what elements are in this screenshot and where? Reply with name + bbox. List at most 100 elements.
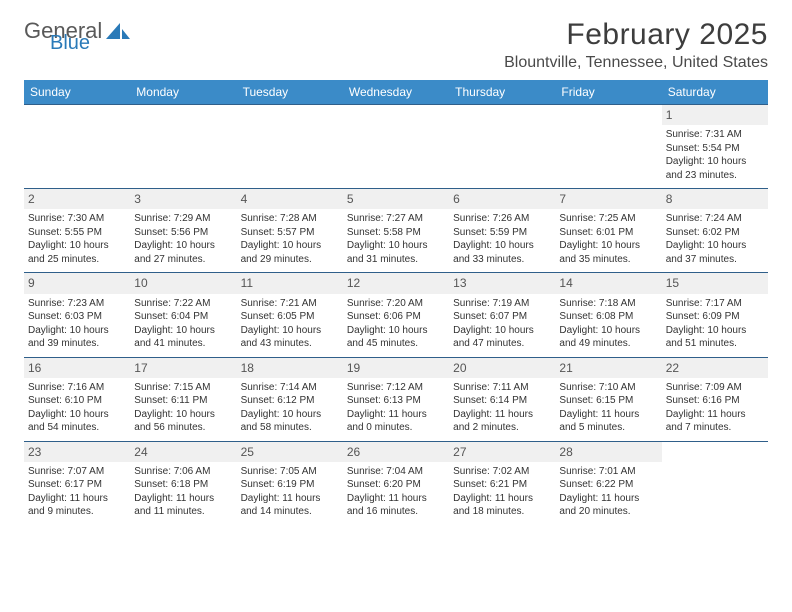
- day-info-line: Sunset: 6:15 PM: [559, 394, 657, 408]
- day-cell: 24Sunrise: 7:06 AMSunset: 6:18 PMDayligh…: [130, 442, 236, 525]
- day-info-line: Sunrise: 7:14 AM: [241, 381, 339, 395]
- day-cell: 2Sunrise: 7:30 AMSunset: 5:55 PMDaylight…: [24, 189, 130, 272]
- day-info-line: Sunset: 6:06 PM: [347, 310, 445, 324]
- day-info-line: Daylight: 10 hours and 23 minutes.: [666, 155, 764, 182]
- day-info-line: Daylight: 10 hours and 33 minutes.: [453, 239, 551, 266]
- empty-cell: [449, 105, 555, 188]
- day-info-line: Daylight: 11 hours and 20 minutes.: [559, 492, 657, 519]
- day-info-line: Sunset: 5:56 PM: [134, 226, 232, 240]
- day-number: 7: [555, 189, 661, 209]
- week-row: 9Sunrise: 7:23 AMSunset: 6:03 PMDaylight…: [24, 272, 768, 356]
- weekday-tuesday: Tuesday: [237, 80, 343, 104]
- day-info-line: Sunrise: 7:19 AM: [453, 297, 551, 311]
- day-number: 8: [662, 189, 768, 209]
- day-number: 23: [24, 442, 130, 462]
- day-number: 13: [449, 273, 555, 293]
- location-text: Blountville, Tennessee, United States: [504, 54, 768, 72]
- day-info-line: Sunset: 6:16 PM: [666, 394, 764, 408]
- logo-sail-icon: [106, 21, 132, 41]
- day-cell: 21Sunrise: 7:10 AMSunset: 6:15 PMDayligh…: [555, 358, 661, 441]
- day-cell: 22Sunrise: 7:09 AMSunset: 6:16 PMDayligh…: [662, 358, 768, 441]
- day-info-line: Daylight: 11 hours and 16 minutes.: [347, 492, 445, 519]
- day-number: 9: [24, 273, 130, 293]
- day-info-line: Sunset: 6:10 PM: [28, 394, 126, 408]
- day-info-line: Daylight: 10 hours and 45 minutes.: [347, 324, 445, 351]
- day-info-line: Sunset: 6:03 PM: [28, 310, 126, 324]
- day-info-line: Sunrise: 7:11 AM: [453, 381, 551, 395]
- day-cell: 3Sunrise: 7:29 AMSunset: 5:56 PMDaylight…: [130, 189, 236, 272]
- day-info-line: Sunset: 6:09 PM: [666, 310, 764, 324]
- logo-word2: Blue: [50, 32, 90, 55]
- day-number: 6: [449, 189, 555, 209]
- day-number: 15: [662, 273, 768, 293]
- day-info-line: Daylight: 11 hours and 9 minutes.: [28, 492, 126, 519]
- day-info-line: Daylight: 10 hours and 43 minutes.: [241, 324, 339, 351]
- month-title: February 2025: [504, 18, 768, 52]
- weekday-monday: Monday: [130, 80, 236, 104]
- day-number: 28: [555, 442, 661, 462]
- day-info-line: Sunrise: 7:06 AM: [134, 465, 232, 479]
- calendar-grid: SundayMondayTuesdayWednesdayThursdayFrid…: [24, 80, 768, 525]
- day-number: 25: [237, 442, 343, 462]
- day-number: 16: [24, 358, 130, 378]
- day-info-line: Sunrise: 7:18 AM: [559, 297, 657, 311]
- day-info-line: Sunrise: 7:12 AM: [347, 381, 445, 395]
- day-info-line: Daylight: 10 hours and 39 minutes.: [28, 324, 126, 351]
- day-info-line: Sunset: 6:12 PM: [241, 394, 339, 408]
- day-cell: 9 Sunrise: 7:23 AMSunset: 6:03 PMDaylight…: [24, 273, 130, 356]
- day-info-line: Sunrise: 7:20 AM: [347, 297, 445, 311]
- day-cell: 18Sunrise: 7:14 AMSunset: 6:12 PMDayligh…: [237, 358, 343, 441]
- day-cell: 27Sunrise: 7:02 AMSunset: 6:21 PMDayligh…: [449, 442, 555, 525]
- day-number: 10: [130, 273, 236, 293]
- day-info-line: Sunrise: 7:05 AM: [241, 465, 339, 479]
- day-cell: 14Sunrise: 7:18 AMSunset: 6:08 PMDayligh…: [555, 273, 661, 356]
- empty-cell: [555, 105, 661, 188]
- weekday-friday: Friday: [555, 80, 661, 104]
- weekday-saturday: Saturday: [662, 80, 768, 104]
- day-number: 2: [24, 189, 130, 209]
- day-cell: 19Sunrise: 7:12 AMSunset: 6:13 PMDayligh…: [343, 358, 449, 441]
- day-info-line: Daylight: 10 hours and 35 minutes.: [559, 239, 657, 266]
- day-cell: 12 Sunrise: 7:20 AMSunset: 6:06 PMDayligh…: [343, 273, 449, 356]
- day-info-line: Sunset: 6:18 PM: [134, 478, 232, 492]
- calendar-page: General Blue February 2025 Blountville, …: [0, 0, 792, 543]
- day-info-line: Daylight: 10 hours and 51 minutes.: [666, 324, 764, 351]
- day-info-line: Sunrise: 7:17 AM: [666, 297, 764, 311]
- day-info-line: Daylight: 10 hours and 49 minutes.: [559, 324, 657, 351]
- day-info-line: Daylight: 10 hours and 54 minutes.: [28, 408, 126, 435]
- day-number: 5: [343, 189, 449, 209]
- day-info-line: Sunrise: 7:31 AM: [666, 128, 764, 142]
- day-info-line: Daylight: 10 hours and 56 minutes.: [134, 408, 232, 435]
- day-info-line: Daylight: 11 hours and 18 minutes.: [453, 492, 551, 519]
- title-block: February 2025 Blountville, Tennessee, Un…: [504, 18, 768, 72]
- day-cell: 6Sunrise: 7:26 AMSunset: 5:59 PMDaylight…: [449, 189, 555, 272]
- day-cell: 4Sunrise: 7:28 AMSunset: 5:57 PMDaylight…: [237, 189, 343, 272]
- day-number: 27: [449, 442, 555, 462]
- day-info-line: Sunset: 6:07 PM: [453, 310, 551, 324]
- day-number: 19: [343, 358, 449, 378]
- empty-cell: [343, 105, 449, 188]
- day-info-line: Sunrise: 7:30 AM: [28, 212, 126, 226]
- day-info-line: Sunrise: 7:29 AM: [134, 212, 232, 226]
- day-info-line: Sunset: 5:58 PM: [347, 226, 445, 240]
- day-info-line: Sunrise: 7:23 AM: [28, 297, 126, 311]
- day-info-line: Sunset: 6:05 PM: [241, 310, 339, 324]
- week-row: 2Sunrise: 7:30 AMSunset: 5:55 PMDaylight…: [24, 188, 768, 272]
- day-info-line: Daylight: 10 hours and 25 minutes.: [28, 239, 126, 266]
- day-cell: 26Sunrise: 7:04 AMSunset: 6:20 PMDayligh…: [343, 442, 449, 525]
- day-info-line: Sunrise: 7:02 AM: [453, 465, 551, 479]
- day-info-line: Sunset: 6:14 PM: [453, 394, 551, 408]
- day-info-line: Sunset: 6:01 PM: [559, 226, 657, 240]
- day-number: 24: [130, 442, 236, 462]
- day-info-line: Sunset: 6:11 PM: [134, 394, 232, 408]
- day-info-line: Sunrise: 7:16 AM: [28, 381, 126, 395]
- day-number: 12: [343, 273, 449, 293]
- day-info-line: Sunrise: 7:22 AM: [134, 297, 232, 311]
- day-info-line: Sunrise: 7:04 AM: [347, 465, 445, 479]
- empty-cell: [130, 105, 236, 188]
- day-info-line: Sunrise: 7:24 AM: [666, 212, 764, 226]
- day-info-line: Sunset: 6:08 PM: [559, 310, 657, 324]
- day-info-line: Daylight: 10 hours and 27 minutes.: [134, 239, 232, 266]
- weekday-wednesday: Wednesday: [343, 80, 449, 104]
- day-info-line: Sunrise: 7:27 AM: [347, 212, 445, 226]
